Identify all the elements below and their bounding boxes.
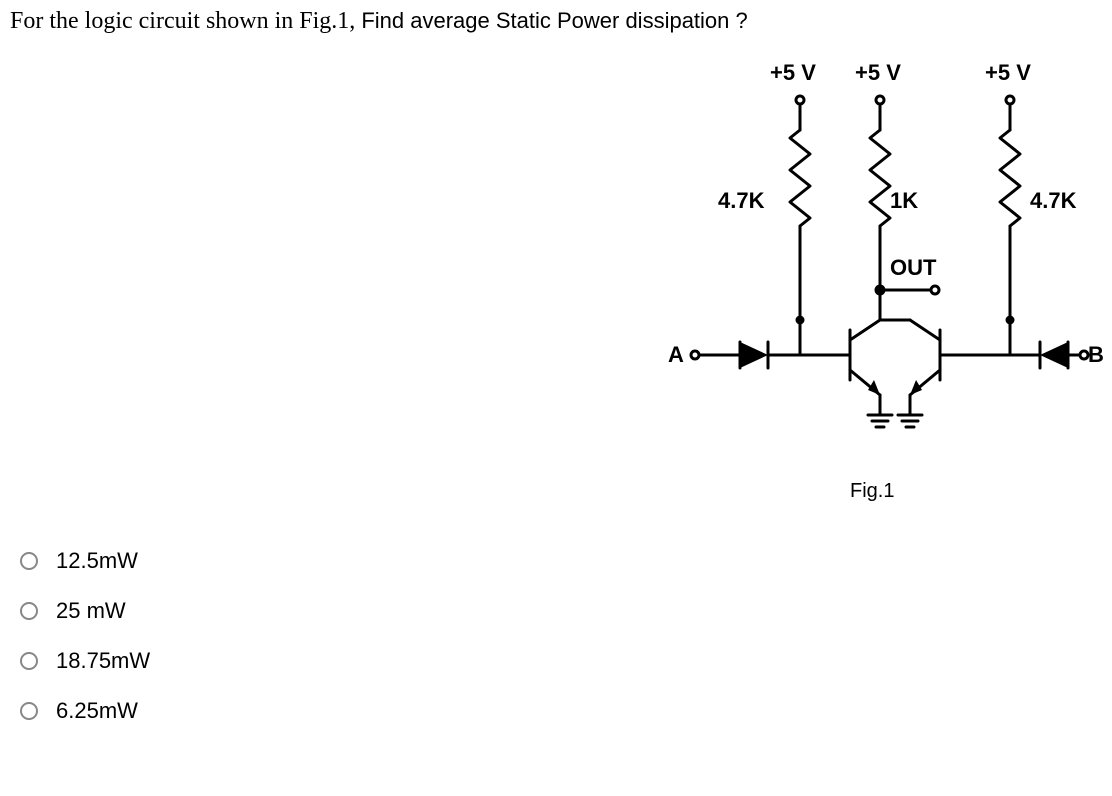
radio-icon	[20, 652, 38, 670]
circuit-diagram: +5 V +5 V +5 V 4.7K 1K 4.7K OUT A B Fig.…	[640, 60, 1110, 500]
supply-label-1: +5 V	[855, 60, 901, 86]
option-label: 6.25mW	[56, 698, 138, 724]
option-label: 25 mW	[56, 598, 126, 624]
radio-icon	[20, 602, 38, 620]
question-part1: For the logic circuit shown in Fig.1,	[10, 8, 355, 34]
figure-caption: Fig.1	[850, 480, 894, 503]
option-2[interactable]: 18.75mW	[20, 648, 150, 674]
supply-label-2: +5 V	[985, 60, 1031, 86]
option-0[interactable]: 12.5mW	[20, 548, 150, 574]
answer-options: 12.5mW 25 mW 18.75mW 6.25mW	[20, 548, 150, 748]
input-b-label: B	[1088, 342, 1104, 368]
question-text: For the logic circuit shown in Fig.1, Fi…	[10, 8, 748, 35]
resistor-label-0: 4.7K	[718, 188, 764, 214]
supply-label-0: +5 V	[770, 60, 816, 86]
option-3[interactable]: 6.25mW	[20, 698, 150, 724]
question-part2: Find average Static Power dissipation ?	[361, 8, 747, 33]
resistor-label-2: 4.7K	[1030, 188, 1076, 214]
radio-icon	[20, 552, 38, 570]
resistor-label-1: 1K	[890, 188, 918, 214]
option-label: 18.75mW	[56, 648, 150, 674]
option-label: 12.5mW	[56, 548, 138, 574]
radio-icon	[20, 702, 38, 720]
option-1[interactable]: 25 mW	[20, 598, 150, 624]
input-a-label: A	[668, 342, 684, 368]
out-label: OUT	[890, 255, 936, 281]
circuit-svg	[640, 60, 1110, 500]
